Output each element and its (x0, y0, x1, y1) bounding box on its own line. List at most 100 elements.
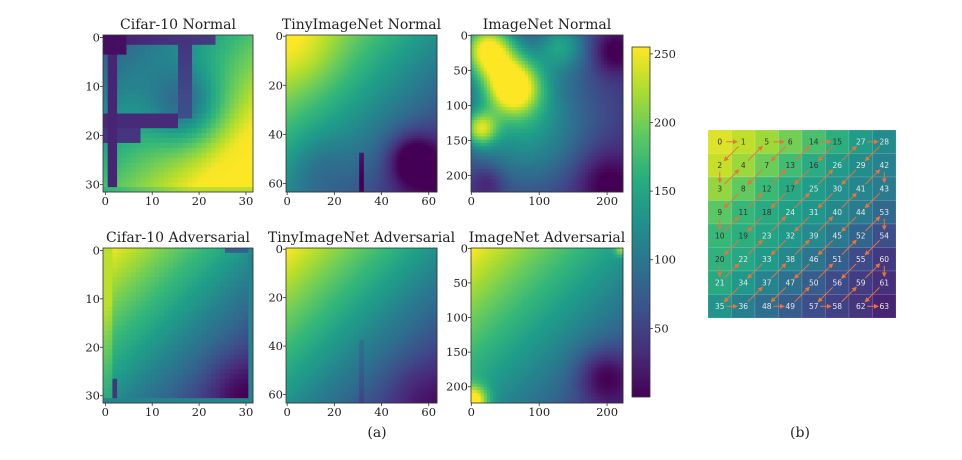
heatmap-cell (321, 115, 325, 119)
heatmap-cell (422, 103, 426, 107)
heatmap-cell (413, 74, 417, 78)
heatmap-cell (182, 187, 188, 193)
heatmap-cell (403, 167, 407, 171)
heatmap-cell (290, 140, 294, 144)
heatmap-cell (359, 120, 362, 124)
heatmap-cell (344, 135, 348, 139)
heatmap-cell (154, 128, 160, 134)
heatmap-cell (311, 113, 315, 117)
heatmap-cell (126, 59, 132, 65)
heatmap-cell (340, 54, 344, 58)
heatmap-cell (290, 130, 294, 134)
heatmap-cell (163, 172, 170, 178)
heatmap-cell (420, 160, 424, 163)
heatmap-cell (389, 152, 393, 156)
heatmap-cell (370, 96, 374, 100)
heatmap-cell (356, 130, 360, 134)
heatmap-cell (340, 150, 344, 154)
heatmap-cell (349, 150, 353, 154)
heatmap-cell (392, 165, 395, 168)
heatmap-cell (333, 111, 336, 114)
heatmap-cell (434, 142, 438, 146)
heatmap-cell (302, 37, 306, 41)
heatmap-cell (302, 150, 306, 154)
heatmap-cell (432, 98, 436, 102)
heatmap-cell (429, 76, 433, 80)
heatmap-cell (356, 111, 360, 114)
heatmap-cell (380, 57, 384, 60)
heatmap-cell (295, 123, 299, 127)
heatmap-cell (382, 120, 386, 124)
heatmap-cell (288, 167, 292, 171)
heatmap-cell (361, 49, 365, 53)
heatmap-cell (163, 93, 170, 100)
heatmap-cell (178, 113, 184, 119)
heatmap-cell (163, 98, 170, 105)
heatmap-cell (182, 93, 188, 100)
heatmap-cell (187, 157, 193, 163)
heatmap-cell (387, 69, 391, 73)
heatmap-cell (326, 160, 329, 163)
heatmap-cell (311, 61, 315, 65)
heatmap-cell (210, 118, 216, 124)
heatmap-cell (300, 59, 303, 63)
heatmap-cell (321, 98, 325, 102)
heatmap-cell (297, 37, 301, 41)
heatmap-cell (425, 179, 428, 183)
heatmap-cell (295, 42, 299, 46)
heatmap-cell (368, 47, 372, 51)
heatmap-cell (210, 177, 216, 183)
heatmap-cell (131, 64, 137, 70)
heatmap-cell (375, 147, 379, 151)
heatmap-cell (290, 145, 294, 149)
heatmap-cell (178, 118, 184, 124)
heatmap-cell (363, 167, 367, 171)
heatmap-cell (321, 86, 325, 90)
heatmap-cell (422, 69, 426, 73)
heatmap-cell (192, 172, 198, 178)
heatmap-cell (387, 184, 391, 188)
heatmap-cell (359, 128, 362, 132)
heatmap-cell (413, 165, 417, 168)
heatmap-cell (427, 76, 431, 80)
heatmap-cell (385, 152, 388, 156)
heatmap-cell (112, 118, 118, 124)
heatmap-cell (389, 169, 393, 173)
heatmap-cell (389, 79, 393, 83)
heatmap-cell (286, 111, 289, 114)
heatmap-cell (394, 123, 398, 127)
heatmap-cell (378, 145, 381, 149)
heatmap-cell (112, 79, 118, 85)
heatmap-cell (319, 174, 322, 178)
heatmap-cell (163, 59, 170, 65)
heatmap-cell (418, 128, 421, 132)
heatmap-cell (215, 103, 221, 109)
heatmap-cell (243, 123, 249, 129)
heatmap-cell (408, 120, 412, 124)
heatmap-cell (302, 174, 306, 178)
heatmap-cell (380, 182, 384, 186)
heatmap-cell (344, 155, 348, 159)
heatmap-cell (135, 88, 141, 95)
heatmap-cell (385, 108, 388, 112)
heatmap-cell (319, 115, 322, 119)
heatmap-cell (403, 106, 407, 109)
heatmap-cell (347, 39, 351, 43)
heatmap-cell (396, 115, 400, 119)
heatmap-cell (363, 133, 367, 136)
heatmap-cell (354, 93, 358, 97)
heatmap-cell (295, 49, 299, 53)
heatmap-cell (352, 125, 355, 129)
heatmap-cell (399, 88, 403, 92)
heatmap-cell (220, 187, 226, 193)
heatmap-cell (293, 108, 296, 112)
heatmap-cell (392, 106, 395, 109)
heatmap-cell (297, 162, 301, 166)
heatmap-cell (385, 155, 388, 159)
heatmap-cell (220, 162, 226, 168)
heatmap-cell (422, 96, 426, 100)
heatmap-cell (368, 128, 372, 132)
heatmap-cell (168, 84, 174, 90)
heatmap-cell (389, 142, 393, 146)
heatmap-cell (399, 106, 403, 109)
